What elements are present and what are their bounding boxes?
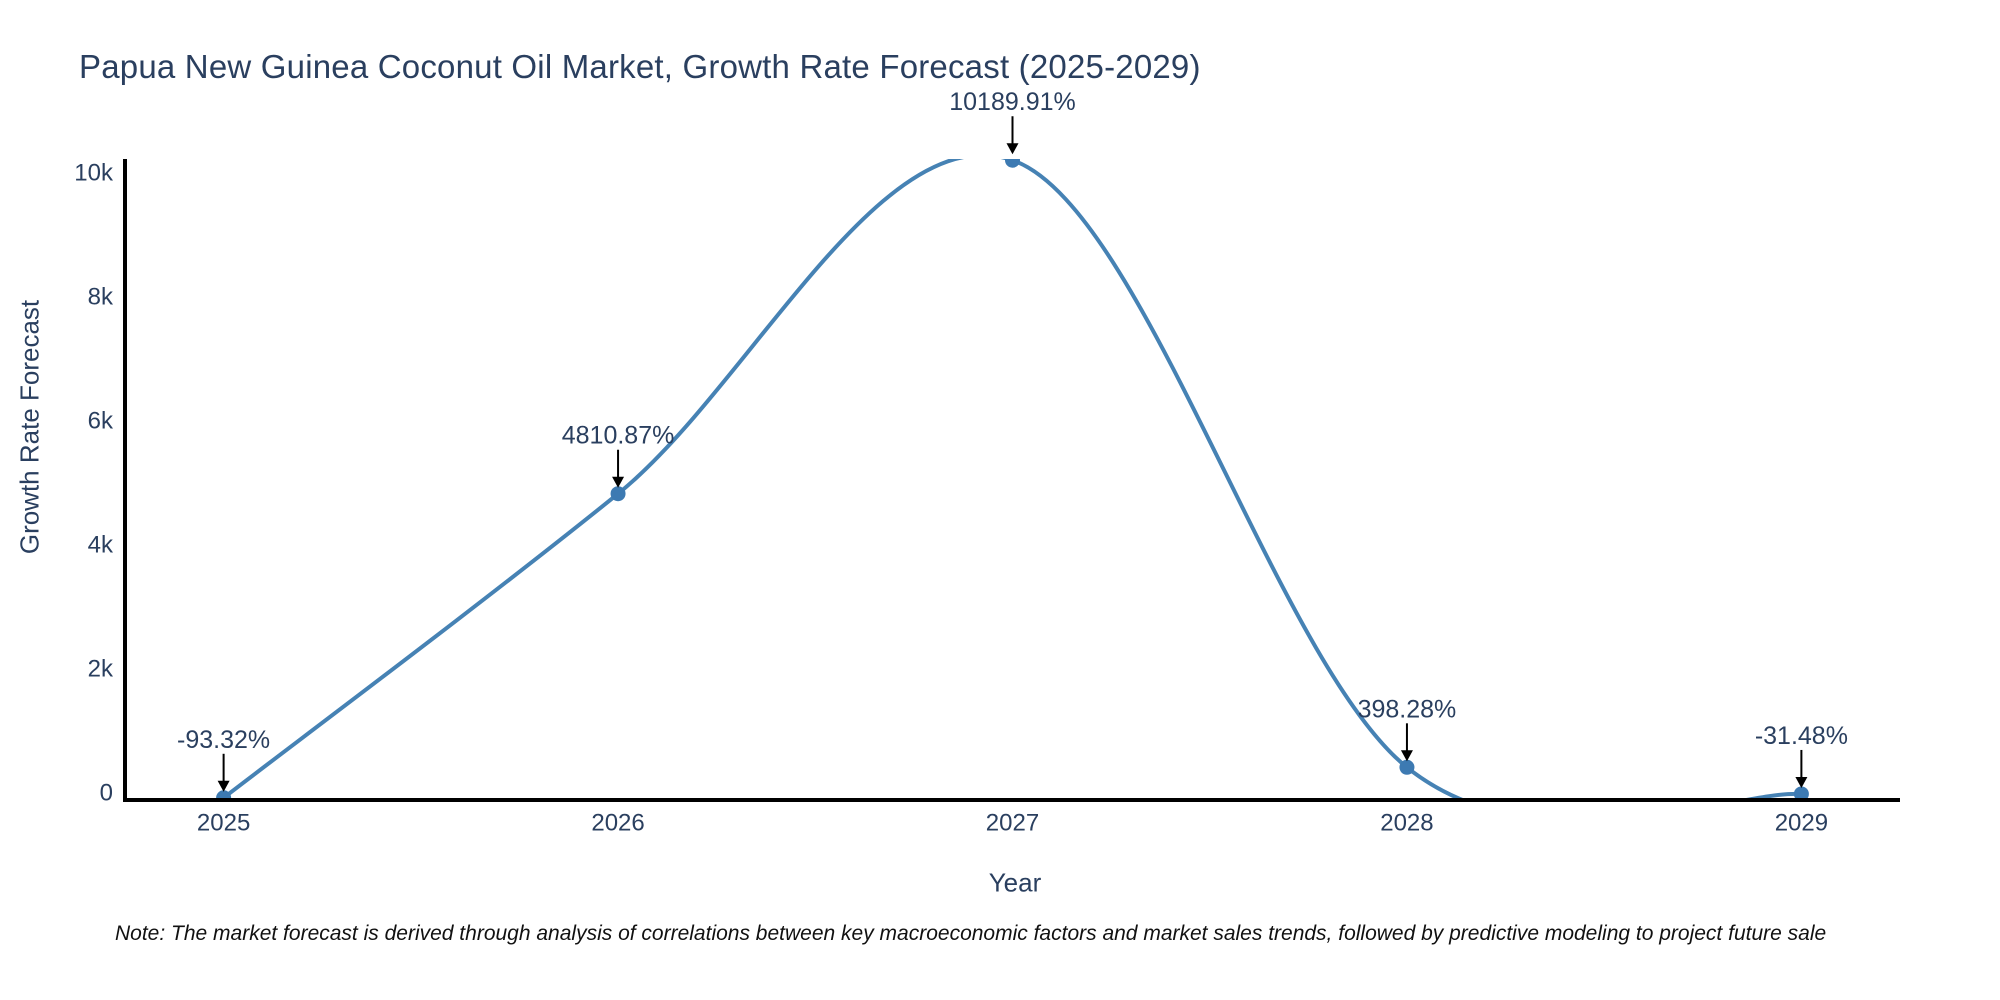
x-tick-label: 2029 [1775,810,1828,837]
forecast-line[interactable] [222,155,1802,821]
annotation-label: -93.32% [177,726,270,754]
annotation-label: 4810.87% [562,422,675,450]
y-tick-label: 8k [88,284,114,311]
annotation-arrowhead-icon [1400,750,1413,762]
annotation-2027: 10189.91% [949,88,1076,155]
annotation-2026: 4810.87% [562,422,675,488]
annotation-arrowhead-icon [217,780,230,792]
y-tick-label: 2k [88,656,114,683]
footnote: Note: The market forecast is derived thr… [115,922,1827,945]
annotation-2028: 398.28% [1358,695,1457,762]
y-tick-label: 0 [100,780,113,807]
x-tick-label: 2025 [197,810,250,837]
y-tick-label: 10k [74,160,114,187]
data-point-2027[interactable] [1005,153,1020,168]
annotation-2029: -31.48% [1755,722,1848,788]
annotation-2025: -93.32% [177,726,270,792]
y-tick-label: 6k [88,408,114,435]
x-tick-label: 2026 [591,810,644,837]
annotation-label: -31.48% [1755,722,1848,750]
forecast-trace [216,153,1809,821]
x-tick-label: 2027 [986,810,1039,837]
annotation-arrowhead-icon [1006,143,1019,155]
annotation-label: 10189.91% [949,88,1076,116]
data-point-2029[interactable] [1793,786,1809,801]
data-point-2028[interactable] [1399,759,1415,775]
data-point-2026[interactable] [610,486,626,502]
annotation-arrowhead-icon [612,476,625,488]
annotation-label: 398.28% [1358,695,1457,723]
chart-title: Papua New Guinea Coconut Oil Market, Gro… [79,48,1201,85]
x-axis-title: Year [988,867,1042,898]
x-tick-label: 2028 [1380,810,1433,837]
y-tick-label: 4k [88,532,114,559]
annotation-arrowhead-icon [1795,776,1808,788]
data-point-2025[interactable] [216,790,232,805]
